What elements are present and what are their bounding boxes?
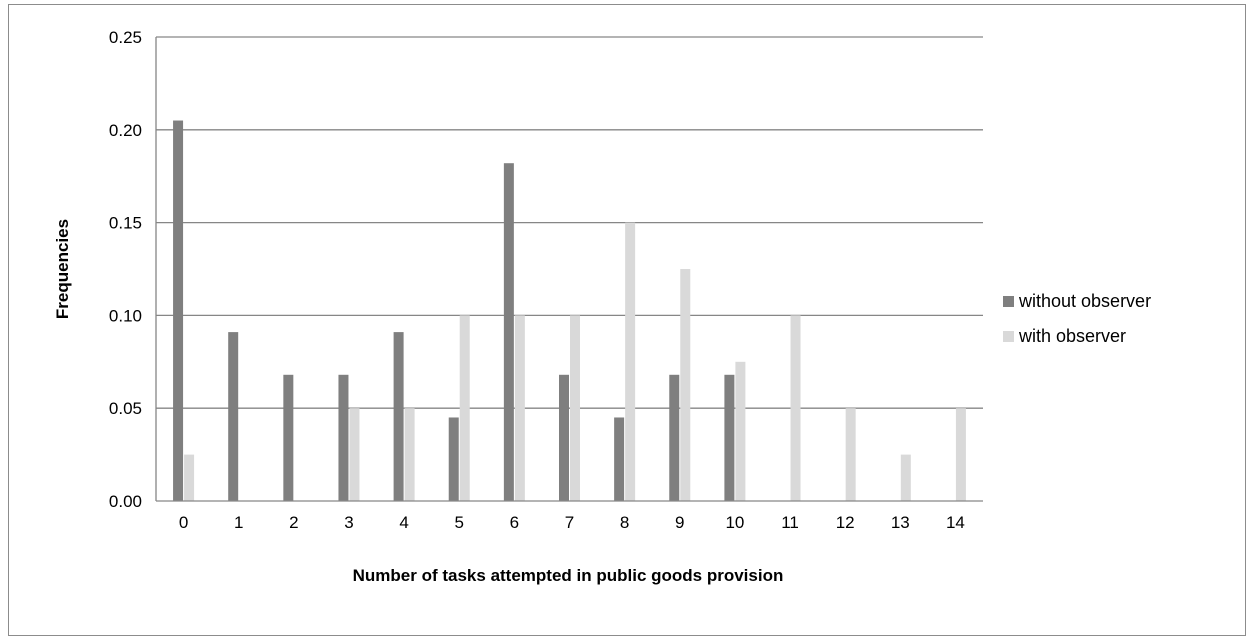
- gridlines: [156, 36, 983, 409]
- y-tick-label: 0.00: [109, 492, 142, 511]
- bar-without-observer-7: [559, 374, 569, 501]
- bar-without-observer-0: [173, 120, 184, 502]
- bar-with-observer-4: [404, 408, 415, 501]
- bar-without-observer-9: [669, 374, 680, 501]
- y-tick-label: 0.15: [109, 214, 142, 233]
- y-tick-label: 0.05: [109, 399, 142, 418]
- y-axis-title: Frequencies: [53, 219, 72, 319]
- x-tick-label: 1: [234, 513, 243, 532]
- bar-with-observer-3: [349, 408, 360, 501]
- x-tick-label: 9: [675, 513, 684, 532]
- legend: without observer with observer: [1003, 291, 1151, 346]
- bar-with-observer-12: [845, 408, 856, 501]
- y-tick-label: 0.20: [109, 121, 142, 140]
- legend-label-without-observer: without observer: [1018, 291, 1151, 311]
- bar-without-observer-5: [448, 417, 459, 501]
- x-tick-label: 11: [781, 513, 799, 532]
- bar-with-observer-0: [184, 454, 195, 501]
- x-tick-label: 14: [946, 513, 965, 532]
- bar-with-observer-13: [900, 454, 911, 501]
- bar-without-observer-10: [724, 374, 735, 501]
- x-tick-label: 3: [344, 513, 353, 532]
- x-tick-label: 5: [454, 513, 463, 532]
- x-tick-label: 7: [565, 513, 574, 532]
- bar-with-observer-5: [459, 315, 470, 501]
- x-tick-label: 12: [836, 513, 855, 532]
- x-tick-label: 13: [891, 513, 910, 532]
- bar-with-observer-7: [570, 315, 580, 501]
- legend-swatch-without-observer: [1003, 296, 1014, 307]
- bar-without-observer-4: [393, 332, 404, 501]
- bar-with-observer-9: [680, 269, 691, 501]
- y-tick-label: 0.10: [109, 306, 142, 325]
- legend-label-with-observer: with observer: [1018, 326, 1126, 346]
- bars: [173, 120, 966, 502]
- bar-with-observer-11: [790, 315, 801, 501]
- legend-swatch-with-observer: [1003, 331, 1014, 342]
- bar-without-observer-1: [228, 332, 239, 501]
- x-tick-label: 6: [510, 513, 519, 532]
- bar-with-observer-14: [955, 408, 966, 501]
- bar-without-observer-2: [283, 374, 294, 501]
- x-tick-label: 0: [179, 513, 188, 532]
- x-tick-label: 4: [399, 513, 408, 532]
- bar-with-observer-10: [735, 361, 746, 501]
- x-axis-title: Number of tasks attempted in public good…: [353, 566, 784, 585]
- bar-without-observer-3: [338, 374, 349, 501]
- y-tick-label: 0.25: [109, 28, 142, 47]
- x-tick-label: 10: [725, 513, 744, 532]
- x-tick-labels: 0 1 2 3 4 5 6 7 8 9 10 11 12 13 14: [179, 513, 965, 532]
- bar-with-observer-8: [625, 222, 636, 501]
- bar-with-observer-6: [514, 315, 525, 501]
- bar-without-observer-6: [503, 163, 514, 501]
- bar-without-observer-8: [614, 417, 625, 501]
- y-tick-labels: 0.00 0.05 0.10 0.15 0.20 0.25: [109, 28, 142, 511]
- x-tick-label: 2: [289, 513, 298, 532]
- x-tick-label: 8: [620, 513, 629, 532]
